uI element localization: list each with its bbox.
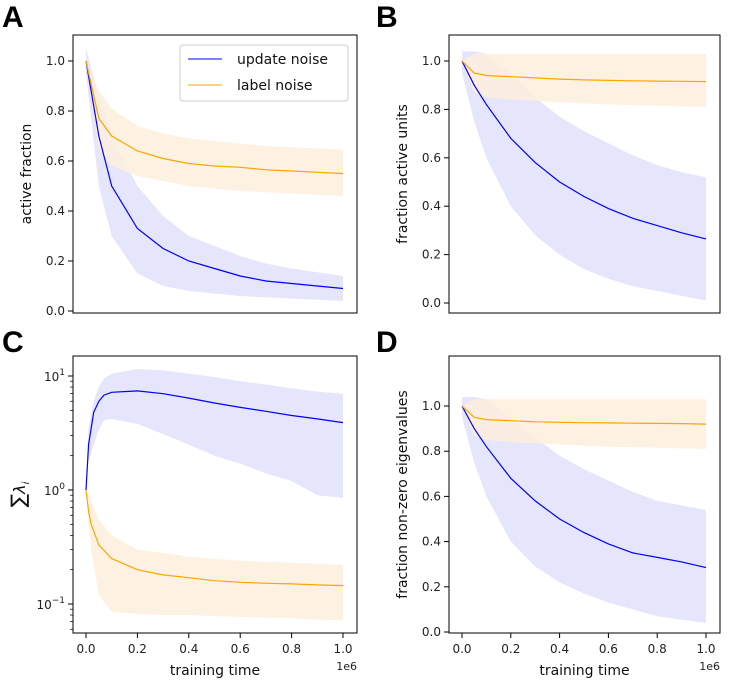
x-tick-label: 0.0	[76, 642, 95, 656]
band-label-noise	[86, 61, 343, 196]
y-tick-label: 0.4	[46, 204, 65, 218]
y-tick-label: 0.0	[46, 304, 65, 318]
y-tick-label: 1.0	[422, 399, 441, 413]
y-tick-label: 0.4	[422, 535, 441, 549]
legend-label-label: label noise	[237, 78, 313, 94]
y-tick-label: 0.6	[422, 151, 441, 165]
y-tick-label: 0.0	[422, 296, 441, 310]
x-axis-label: training time	[539, 663, 629, 679]
band-update-noise	[462, 51, 706, 301]
y-tick-label: 101	[44, 368, 65, 384]
axes-frame	[72, 355, 358, 634]
axes-frame	[72, 34, 358, 314]
line-label-noise	[85, 489, 344, 587]
y-tick-label: 0.8	[46, 104, 65, 118]
y-tick-label: 100	[44, 482, 65, 498]
y-axis-label: fraction non-zero eigenvalues	[395, 390, 411, 598]
line-label-noise	[461, 405, 707, 425]
legend: update noise label noise	[179, 44, 349, 102]
y-tick-label: 0.6	[46, 154, 65, 168]
x-tick-label: 0.0	[452, 642, 471, 656]
y-tick-label: 1.0	[46, 54, 65, 68]
x-offset-label: 1e6	[699, 660, 720, 673]
band-update-noise	[462, 397, 706, 623]
x-tick-label: 0.4	[550, 642, 569, 656]
panel-letter-a: A	[2, 1, 24, 34]
panel-letter-d: D	[376, 326, 398, 359]
y-tick-label: 0.8	[422, 102, 441, 116]
axes-frame	[448, 34, 721, 314]
x-tick-label: 0.4	[179, 642, 198, 656]
x-tick-label: 0.6	[231, 642, 250, 656]
y-tick-label: 0.0	[422, 625, 441, 639]
x-tick-label: 0.2	[128, 642, 147, 656]
panel-letter-b: B	[376, 1, 398, 34]
band-update-noise	[86, 369, 343, 498]
panel-a: 0.0 0.2 0.4 0.6 0.8 1.0 active fraction	[19, 34, 358, 318]
line-label-noise	[461, 60, 707, 83]
x-axis-label: training time	[170, 663, 260, 679]
panel-letter-c: C	[2, 326, 24, 359]
y-tick-label: 0.2	[46, 254, 65, 268]
y-tick-label: 0.2	[422, 580, 441, 594]
x-tick-label: 0.2	[501, 642, 520, 656]
panel-d: 0.0 0.2 0.4 0.6 0.8 1.0 0.0 0.2 0.4 0.6 0.8 1.0 trai…	[395, 355, 721, 679]
y-axis-label: fraction active units	[395, 104, 411, 244]
y-tick-label: 0.4	[422, 199, 441, 213]
panel-b: 0.0 0.2 0.4 0.6 0.8 1.0 fraction active units	[395, 34, 721, 314]
y-tick-label: 1.0	[422, 54, 441, 68]
line-update-noise	[85, 390, 344, 491]
x-tick-label: 0.8	[282, 642, 301, 656]
y-tick-label: 0.2	[422, 248, 441, 262]
x-tick-label: 1.0	[696, 642, 715, 656]
x-tick-label: 1.0	[333, 642, 352, 656]
y-tick-label: 0.6	[422, 489, 441, 503]
y-axis-label: active fraction	[19, 124, 35, 225]
band-label-noise	[462, 399, 706, 449]
line-update-noise	[461, 405, 707, 569]
x-offset-label: 1e6	[336, 660, 357, 673]
y-tick-label: 0.8	[422, 444, 441, 458]
x-tick-label: 0.8	[648, 642, 667, 656]
line-label-noise	[85, 60, 344, 175]
legend-label-update: update noise	[237, 52, 328, 68]
y-tick-label: 10−1	[36, 596, 65, 612]
band-label-noise	[86, 490, 343, 621]
x-tick-label: 0.6	[599, 642, 618, 656]
line-update-noise	[461, 60, 707, 240]
panel-c: 101 100 10−1 0.0 0.2 0.4 0.6 0.8 1.0 training tim…	[6, 355, 358, 679]
y-axis-label: ∑λi	[6, 481, 32, 507]
line-update-noise	[85, 60, 344, 290]
axes-frame	[448, 355, 721, 634]
